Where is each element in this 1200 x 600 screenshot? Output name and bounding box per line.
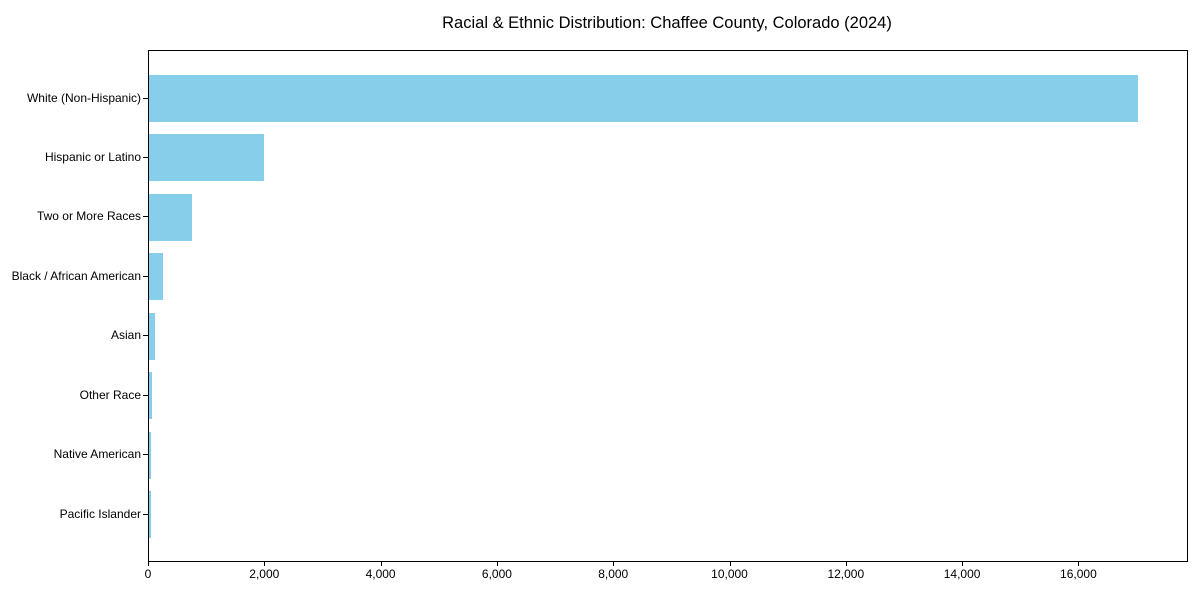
y-tick-mark	[143, 335, 148, 337]
x-tick-mark	[380, 561, 382, 566]
y-tick-mark	[143, 394, 148, 396]
y-tick-mark	[143, 156, 148, 158]
x-tick-label: 6,000	[481, 567, 512, 581]
x-tick-label: 0	[144, 567, 152, 581]
bar	[149, 134, 265, 182]
y-axis-label: Two or More Races	[36, 209, 141, 224]
x-tick-mark	[496, 561, 498, 566]
bar	[149, 312, 156, 360]
y-axis-label: White (Non-Hispanic)	[26, 90, 141, 105]
x-tick-label: 8,000	[598, 567, 629, 581]
x-tick-mark	[613, 561, 615, 566]
y-axis-label: Black / African American	[11, 268, 141, 283]
x-tick-label: 2,000	[249, 567, 280, 581]
x-tick-mark	[148, 561, 149, 566]
bar	[149, 491, 152, 538]
y-axis-label: Hispanic or Latino	[44, 149, 141, 164]
x-tick-mark	[1078, 561, 1080, 566]
y-tick-mark	[143, 454, 148, 456]
y-tick-mark	[143, 97, 148, 99]
x-tick-label: 14,000	[943, 567, 981, 581]
y-tick-mark	[143, 513, 148, 515]
x-tick-mark	[962, 561, 964, 566]
x-tick-mark	[729, 561, 731, 566]
bar	[149, 372, 153, 420]
x-tick-label: 10,000	[711, 567, 748, 581]
x-tick-mark	[264, 561, 266, 566]
y-tick-mark	[143, 216, 148, 218]
chart-title: Racial & Ethnic Distribution: Chaffee Co…	[442, 14, 892, 32]
x-tick-label: 4,000	[365, 567, 396, 581]
y-axis-label: Pacific Islander	[59, 506, 141, 521]
plot-area	[148, 50, 1188, 562]
y-axis-label: Other Race	[79, 387, 141, 402]
y-axis-label: Native American	[53, 447, 141, 462]
bar	[149, 75, 1138, 122]
bar	[149, 431, 151, 479]
bar	[149, 253, 163, 301]
bar	[149, 193, 193, 241]
y-axis-label: Asian	[110, 328, 141, 343]
y-tick-mark	[143, 275, 148, 277]
x-tick-mark	[845, 561, 847, 566]
x-tick-label: 16,000	[1060, 567, 1097, 581]
x-tick-label: 12,000	[827, 567, 865, 581]
